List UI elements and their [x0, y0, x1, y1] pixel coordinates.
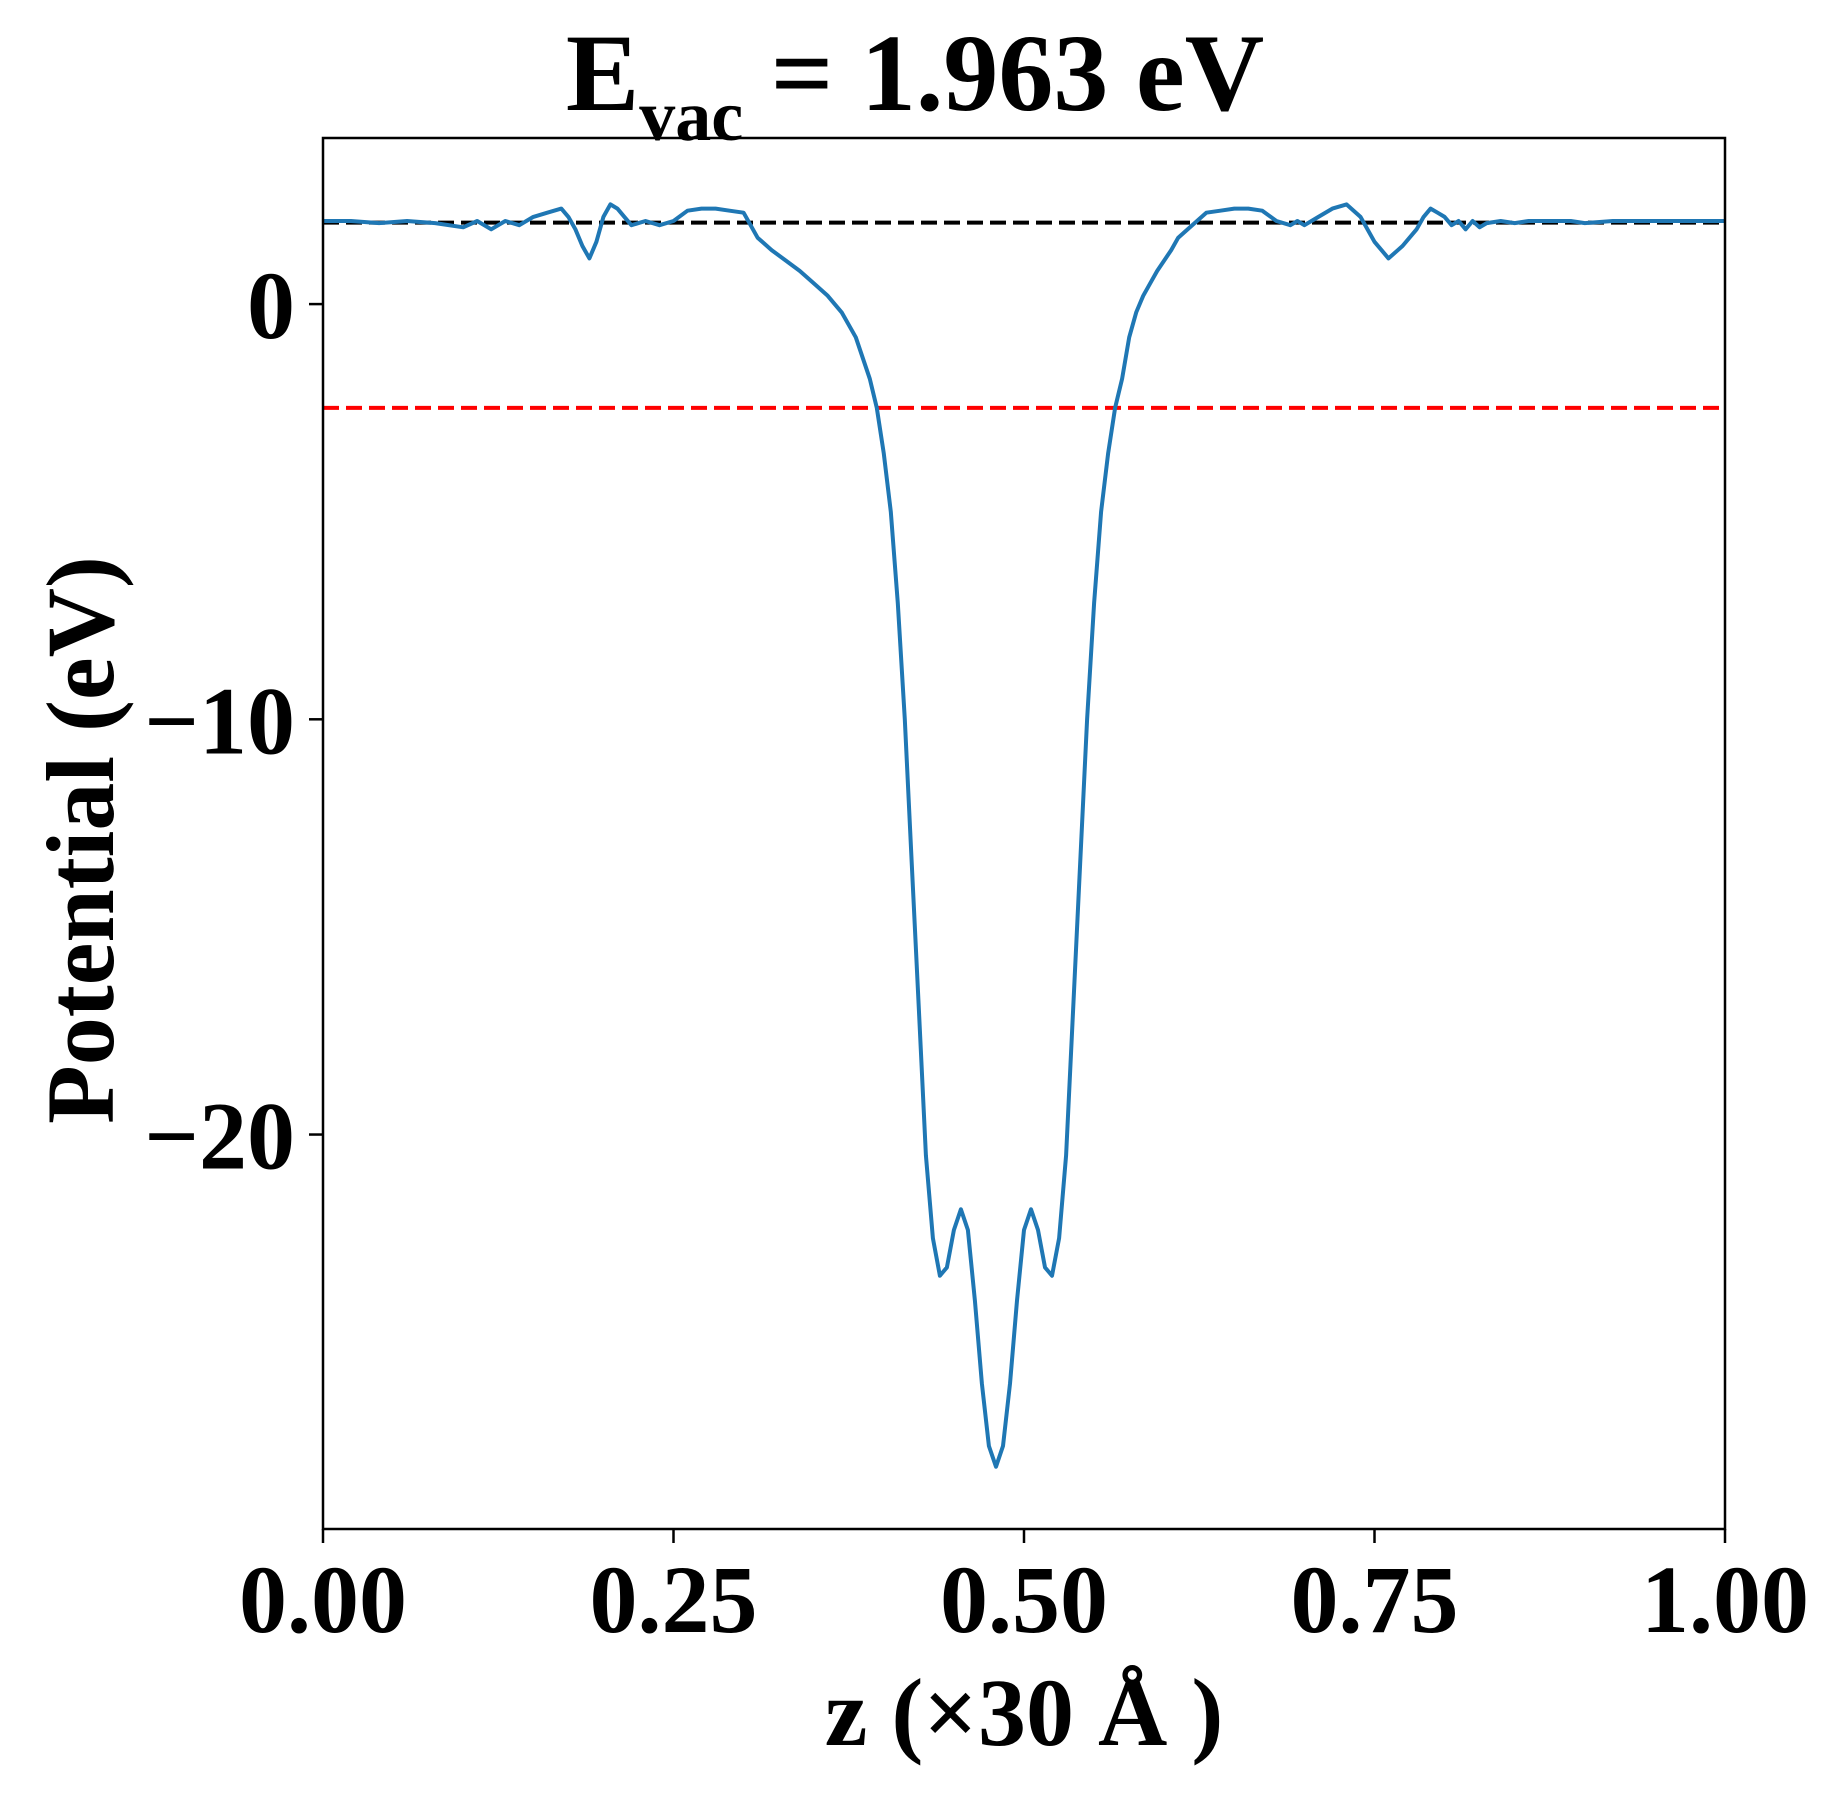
series-line-0	[323, 202, 1725, 1469]
y-axis-ticks: 0 −10 −20	[144, 252, 323, 1190]
x-tick-label: 1.00	[1641, 1546, 1809, 1653]
y-tick-label: −10	[144, 667, 295, 774]
chart-title-subscript: vac	[639, 76, 743, 156]
x-tick-label: 0.75	[1291, 1546, 1459, 1653]
chart-title-rest: = 1.963 eV	[743, 12, 1264, 134]
y-tick-label: 0	[247, 252, 295, 359]
y-tick-label: −20	[144, 1083, 295, 1190]
reference-lines	[323, 220, 1725, 410]
y-axis-label: Potential (eV)	[27, 556, 134, 1124]
x-tick-label: 0.25	[590, 1546, 758, 1653]
x-tick-label: 0.00	[239, 1546, 407, 1653]
chart-title-main: E	[566, 12, 639, 134]
x-tick-label: 0.50	[940, 1546, 1108, 1653]
chart-title: Evac = 1.963 eV	[566, 12, 1264, 156]
x-axis-label: z (×30 Å )	[825, 1659, 1224, 1766]
series-layer	[323, 202, 1725, 1469]
x-axis-ticks: 0.00 0.25 0.50 0.75 1.00	[239, 1529, 1809, 1653]
plot-frame	[321, 136, 1727, 1531]
